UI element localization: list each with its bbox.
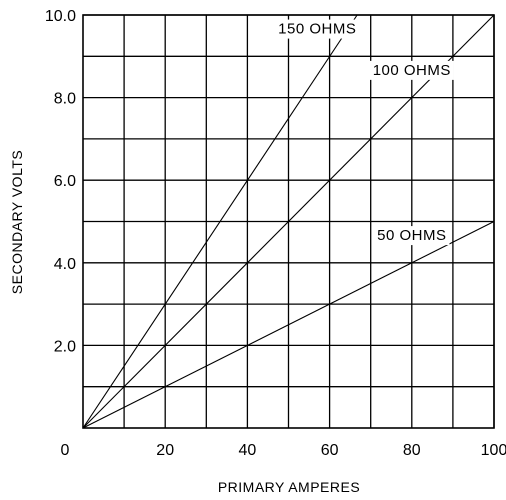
grid [83, 14, 495, 428]
y-tick-label: 4.0 [54, 256, 76, 273]
series-label-bg-1 [369, 60, 454, 80]
series-lines [82, 14, 495, 429]
y-tick-label: 6.0 [54, 173, 76, 190]
plot-border [82, 14, 495, 429]
x-tick-label: 60 [321, 442, 339, 459]
x-axis-title: PRIMARY AMPERES [218, 479, 360, 495]
y-axis-title: SECONDARY VOLTS [9, 150, 25, 294]
series-line-0 [82, 14, 358, 429]
x-tick-label: 100 [481, 442, 506, 459]
series-label-bg-2 [374, 226, 450, 246]
y-tick-label: 2.0 [54, 338, 76, 355]
x-tick-label: 0 [61, 442, 70, 459]
series-labels: 150 OHMS 100 OHMS 50 OHMS [275, 19, 454, 246]
tick-labels: 0 20 40 60 80 100 2.0 4.0 6.0 8.0 10.0 [45, 8, 506, 459]
series-line-2 [82, 221, 495, 429]
y-tick-label: 10.0 [45, 8, 76, 25]
series-label-1: 100 OHMS [373, 62, 451, 79]
x-tick-label: 80 [403, 442, 421, 459]
y-tick-label: 8.0 [54, 91, 76, 108]
series-label-bg-0 [275, 19, 360, 39]
series-label-0: 150 OHMS [278, 21, 356, 38]
series-line-1 [82, 14, 495, 429]
x-tick-label: 40 [239, 442, 257, 459]
plot-frame [82, 14, 495, 429]
x-tick-label: 20 [156, 442, 174, 459]
series-label-2: 50 OHMS [377, 227, 446, 244]
